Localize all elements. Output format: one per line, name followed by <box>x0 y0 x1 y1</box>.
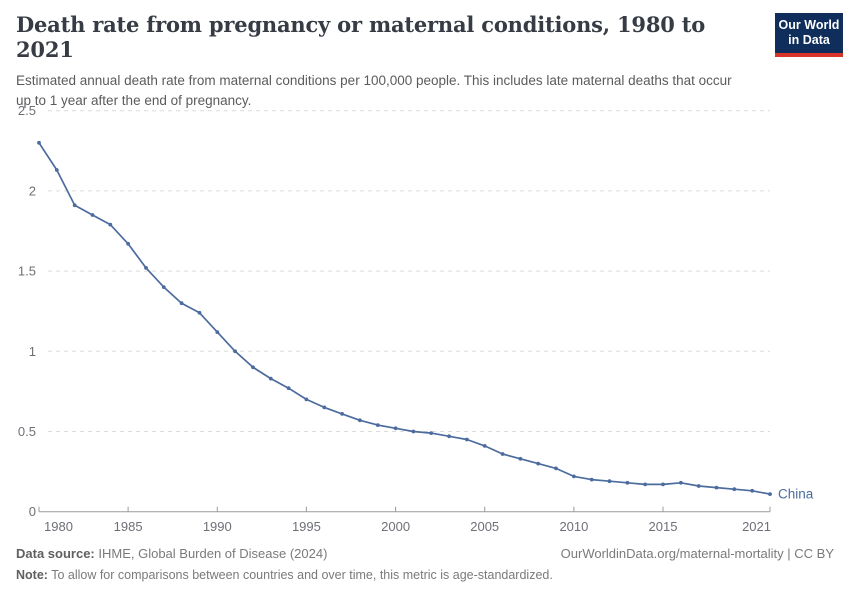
data-point[interactable] <box>572 474 576 479</box>
data-point[interactable] <box>465 437 469 442</box>
data-point[interactable] <box>607 479 612 484</box>
data-point[interactable] <box>286 386 291 391</box>
data-point[interactable] <box>161 285 166 289</box>
data-point[interactable] <box>696 484 701 488</box>
data-point[interactable] <box>661 482 665 487</box>
note: Note: To allow for comparisons between c… <box>16 568 834 582</box>
data-source-value: IHME, Global Burden of Disease (2024) <box>94 546 328 561</box>
data-source-label: Data source: <box>16 546 95 561</box>
data-point[interactable] <box>536 461 541 466</box>
data-point[interactable] <box>358 418 362 423</box>
y-axis-label: 2.5 <box>18 103 36 118</box>
line-chart[interactable]: 0 0.5 1 1.5 2 2.5 1980 1985 1990 1995 2000 2005 2010… <box>0 0 850 542</box>
data-point[interactable] <box>72 203 77 208</box>
x-axis-label: 2021 <box>742 519 771 534</box>
data-point[interactable] <box>393 426 398 431</box>
data-point[interactable] <box>625 480 630 485</box>
data-point[interactable] <box>54 168 59 172</box>
x-axis-label: 2010 <box>559 519 588 534</box>
data-point[interactable] <box>447 434 451 439</box>
data-point[interactable] <box>126 241 130 246</box>
x-axis-label: 1980 <box>44 519 73 534</box>
x-axis-label: 1985 <box>114 519 143 534</box>
data-point[interactable] <box>37 140 41 145</box>
data-point[interactable] <box>197 310 202 315</box>
data-point[interactable] <box>679 480 683 485</box>
data-point[interactable] <box>144 266 148 270</box>
data-point[interactable] <box>714 485 719 490</box>
chart-header: Death rate from pregnancy or maternal co… <box>16 12 760 111</box>
data-point[interactable] <box>340 412 344 416</box>
x-axis-label: 1995 <box>292 519 321 534</box>
data-line[interactable] <box>38 141 771 495</box>
y-axis-label: 0 <box>29 504 36 519</box>
data-point[interactable] <box>429 431 434 435</box>
data-point[interactable] <box>750 488 755 493</box>
y-axis-label: 2 <box>29 183 36 198</box>
data-point[interactable] <box>500 452 505 456</box>
y-axis-label: 1.5 <box>18 264 36 279</box>
owid-logo-line2: in Data <box>788 33 830 47</box>
data-point[interactable] <box>732 487 737 492</box>
data-point[interactable] <box>554 466 558 471</box>
y-axis-label: 1 <box>29 344 36 359</box>
series-end-label: China <box>778 487 814 502</box>
owid-logo[interactable]: Our World in Data <box>775 13 843 57</box>
x-axis-label: 2015 <box>649 519 678 534</box>
data-point[interactable] <box>268 376 273 381</box>
citation-link[interactable]: OurWorldinData.org/maternal-mortality | … <box>560 546 834 561</box>
owid-logo-line1: Our World <box>778 18 840 33</box>
y-axis-label: 0.5 <box>18 424 36 439</box>
data-point[interactable] <box>518 456 523 461</box>
data-point[interactable] <box>215 330 220 334</box>
data-point[interactable] <box>233 349 238 354</box>
data-point[interactable] <box>251 365 255 370</box>
data-point[interactable] <box>179 301 184 306</box>
note-label: Note: <box>16 568 48 582</box>
data-point[interactable] <box>643 482 648 487</box>
x-axis-label: 2000 <box>381 519 410 534</box>
data-point[interactable] <box>482 444 487 448</box>
data-point[interactable] <box>322 405 327 410</box>
data-source: Data source: IHME, Global Burden of Dise… <box>16 546 327 561</box>
data-point[interactable] <box>108 222 113 227</box>
chart-footer: Data source: IHME, Global Burden of Dise… <box>16 546 834 582</box>
data-point[interactable] <box>768 492 772 496</box>
note-value: To allow for comparisons between countri… <box>47 568 553 582</box>
data-point[interactable] <box>411 429 416 434</box>
data-point[interactable] <box>589 477 594 482</box>
data-point[interactable] <box>375 423 380 427</box>
chart-title: Death rate from pregnancy or maternal co… <box>16 12 706 63</box>
chart-subtitle: Estimated annual death rate from materna… <box>16 73 732 109</box>
data-point[interactable] <box>304 397 309 402</box>
data-point[interactable] <box>90 213 95 217</box>
x-axis-label: 2005 <box>470 519 499 534</box>
x-axis-label: 1990 <box>203 519 232 534</box>
